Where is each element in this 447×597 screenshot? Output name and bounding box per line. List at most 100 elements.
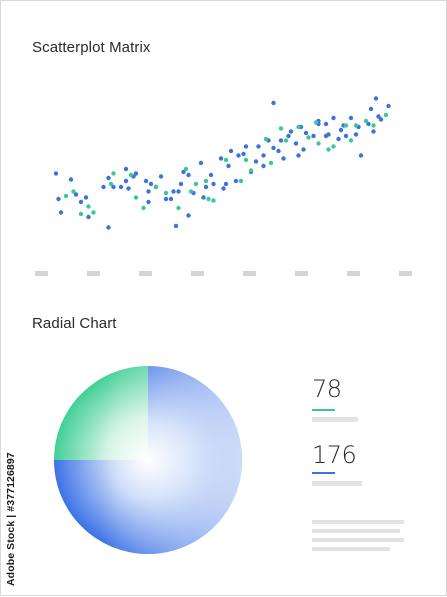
blue-point [378, 117, 384, 122]
blue-point [101, 184, 106, 190]
axis-tick-placeholder [87, 271, 100, 276]
blue-point [83, 195, 89, 200]
blue-point [343, 133, 349, 139]
blue-point [148, 181, 154, 187]
green-point [371, 123, 376, 128]
blue-point [111, 184, 116, 190]
blue-point [331, 115, 336, 121]
green-point [263, 136, 269, 142]
radial-slices [54, 366, 242, 554]
green-point [316, 141, 321, 146]
blue-point [326, 132, 331, 137]
blue-point [211, 181, 216, 187]
blue-point [386, 103, 391, 109]
blue-point [336, 136, 341, 142]
green-point [188, 189, 194, 194]
scatter-title: Scatterplot Matrix [32, 39, 151, 56]
blue-point [226, 163, 231, 169]
blue-point [133, 171, 139, 176]
blue-point [78, 199, 84, 205]
green-point [71, 189, 76, 194]
green-point [133, 195, 139, 200]
green-point [111, 171, 116, 176]
blue-point [288, 129, 294, 134]
blue-point [198, 160, 204, 166]
blue-point [296, 153, 301, 158]
placeholder-text-bar [312, 481, 362, 486]
green-point [193, 181, 199, 187]
green-point [128, 172, 134, 178]
green-point [206, 196, 211, 202]
axis-tick-placeholder [347, 271, 360, 276]
axis-tick-placeholder [35, 271, 48, 276]
scatter-points [53, 96, 391, 230]
metric-underline-green [312, 409, 335, 411]
blue-point [106, 225, 111, 230]
green-point [343, 123, 349, 128]
stock-watermark: Adobe Stock | #377126897 [5, 452, 17, 586]
blue-point [163, 196, 169, 202]
blue-point [228, 148, 234, 154]
blue-point [311, 133, 316, 139]
blue-point [123, 166, 129, 172]
blue-point [186, 213, 191, 218]
blue-point [256, 144, 261, 149]
green-point [203, 178, 209, 184]
blue-point [366, 121, 371, 127]
blue-point [106, 175, 111, 181]
green-point [363, 118, 369, 124]
blue-point [171, 189, 176, 194]
green-point [78, 211, 84, 217]
green-point [278, 126, 284, 131]
green-point [108, 181, 114, 187]
green-point [243, 157, 249, 163]
green-point [211, 198, 216, 203]
blue-point [181, 169, 186, 175]
blue-point [301, 147, 306, 152]
blue-point [221, 186, 226, 191]
blue-point [303, 130, 309, 136]
green-point [86, 204, 91, 209]
blue-point [143, 178, 149, 184]
green-point [248, 168, 254, 173]
green-point [91, 210, 96, 215]
green-point [163, 190, 169, 196]
blue-point [218, 156, 224, 161]
blue-point [203, 184, 209, 190]
green-point [238, 178, 244, 184]
radial-title: Radial Chart [32, 315, 117, 332]
axis-tick-placeholder [295, 271, 308, 276]
blue-point [358, 153, 364, 158]
axis-tick-placeholder [191, 271, 204, 276]
green-point [353, 123, 359, 128]
green-point [326, 147, 331, 152]
placeholder-text-bar [312, 529, 400, 533]
placeholder-text-bar [312, 417, 358, 422]
green-point [313, 120, 319, 125]
blue-point [146, 189, 151, 194]
blue-point [293, 141, 299, 146]
placeholder-text-bar [312, 520, 404, 524]
green-point [63, 193, 69, 199]
metric-underline-blue [312, 472, 335, 474]
green-point [331, 144, 336, 149]
blue-point [371, 129, 376, 134]
blue-point [173, 223, 179, 229]
blue-point [271, 100, 276, 106]
green-point [283, 138, 289, 143]
blue-point [286, 133, 291, 139]
blue-point [123, 178, 129, 184]
blue-point [353, 132, 359, 137]
blue-point [243, 144, 249, 149]
axis-tick-placeholder [139, 271, 152, 276]
blue-point [281, 156, 286, 161]
blue-point [236, 153, 241, 158]
green-point [268, 160, 274, 166]
blue-point [241, 151, 246, 157]
blue-point [158, 174, 164, 179]
green-point [141, 205, 146, 211]
blue-point [276, 148, 281, 154]
blue-point [368, 106, 374, 112]
